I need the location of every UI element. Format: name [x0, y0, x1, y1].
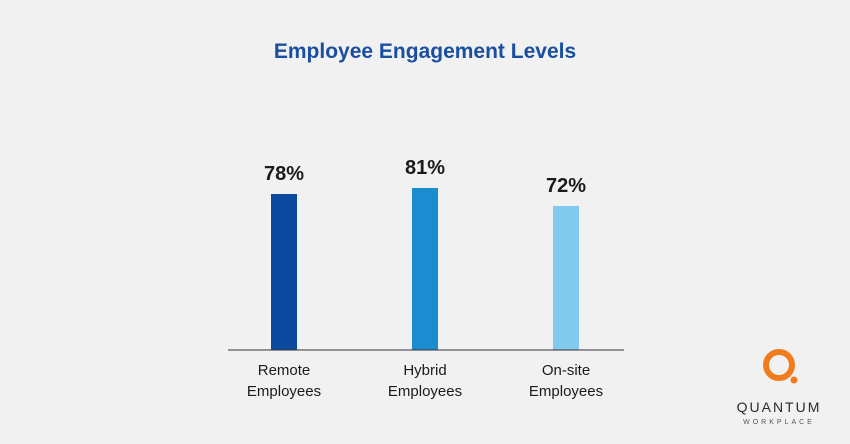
logo-brand-text: QUANTUM: [737, 399, 822, 415]
bar-0: [271, 194, 297, 350]
data-label-1: 81%: [405, 157, 445, 179]
chart-title: Employee Engagement Levels: [274, 40, 576, 63]
logo-sub-text: WORKPLACE: [743, 419, 815, 426]
bar-1: [412, 188, 438, 350]
category-labels: Remote Employees Hybrid Employees On-site Emp…: [247, 362, 603, 400]
data-label-2: 72%: [546, 175, 586, 197]
logo-ring-icon: [763, 349, 795, 381]
quantum-workplace-logo: QUANTUM WORKPLACE: [737, 349, 822, 426]
category-label-0-line-0: Remote: [258, 362, 311, 379]
category-label-2-line-1: Employees: [529, 383, 603, 400]
bar-2: [553, 206, 579, 350]
category-label-1-line-1: Employees: [388, 383, 462, 400]
bars-group: 78% 81% 72%: [264, 157, 586, 350]
logo-dot-icon: [790, 376, 798, 384]
data-label-0: 78%: [264, 163, 304, 185]
category-label-0-line-1: Employees: [247, 383, 321, 400]
category-label-1-line-0: Hybrid: [403, 362, 446, 379]
category-label-2-line-0: On-site: [542, 362, 590, 379]
